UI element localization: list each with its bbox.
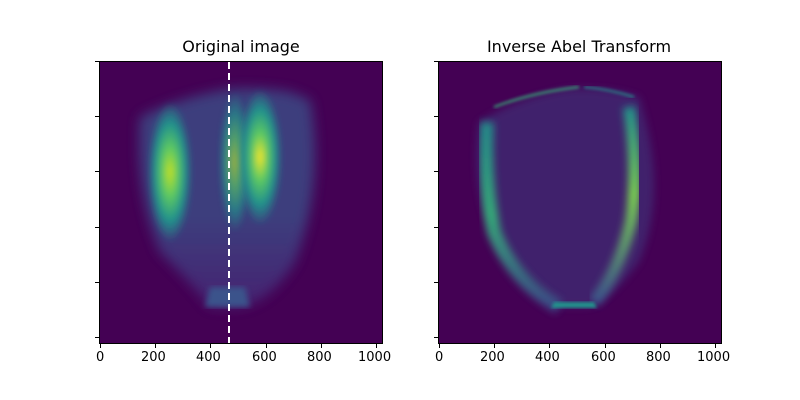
- xtick-label: 200: [141, 350, 166, 365]
- heatmap-inverse-abel: [438, 61, 722, 344]
- xtick-label: 800: [646, 350, 671, 365]
- xtick-label: 600: [252, 350, 277, 365]
- plot-title: Original image: [182, 37, 300, 56]
- xtick-label: 200: [480, 350, 505, 365]
- xtick-label: 0: [435, 350, 444, 365]
- xtick-label: 1000: [697, 350, 731, 365]
- xtick-label: 400: [535, 350, 560, 365]
- plot-title: Inverse Abel Transform: [486, 37, 672, 56]
- xtick-label: 400: [196, 350, 221, 365]
- xtick-label: 1000: [358, 350, 392, 365]
- xtick-label: 800: [307, 350, 332, 365]
- heatmap-original: [99, 61, 383, 344]
- xtick-label: 600: [591, 350, 616, 365]
- xtick-label: 0: [96, 350, 105, 365]
